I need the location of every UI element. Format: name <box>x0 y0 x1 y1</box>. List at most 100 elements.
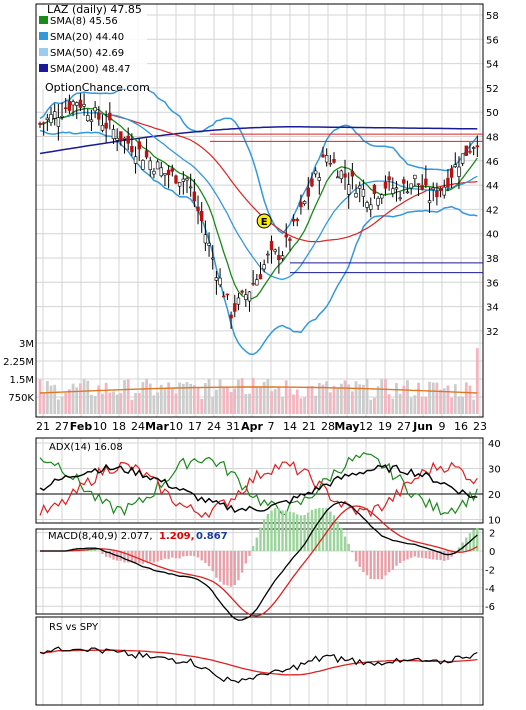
volume-bar <box>252 378 255 414</box>
adx-tick-label: 10 <box>488 516 501 527</box>
volume-bar <box>130 400 133 414</box>
macd-histogram-bar <box>447 551 449 560</box>
candle-body <box>193 192 196 201</box>
macd-histogram-bar <box>171 551 173 558</box>
candle-body <box>424 179 427 185</box>
date-tick-label: 17 <box>188 420 202 433</box>
candle-body <box>252 283 255 284</box>
candle-body <box>322 155 325 157</box>
macd-histogram-bar <box>164 551 166 559</box>
volume-bar <box>90 395 93 414</box>
candle-body <box>112 129 115 138</box>
candle-body <box>130 146 133 152</box>
candle-body <box>248 292 251 301</box>
candle-body <box>61 116 64 117</box>
candle-body <box>447 178 450 187</box>
volume-bar <box>57 399 60 414</box>
volume-bar <box>42 393 45 414</box>
rs-line <box>40 647 477 683</box>
volume-bar <box>164 388 167 414</box>
volume-bar <box>244 394 247 414</box>
candle-body <box>303 201 306 203</box>
macd-histogram-bar <box>245 551 247 564</box>
candle-body <box>311 179 314 186</box>
macd-tick-label: -2 <box>485 565 495 576</box>
bollinger-lower <box>40 131 477 355</box>
date-tick-label: 21 <box>302 420 316 433</box>
candle-body <box>119 132 122 141</box>
macd-histogram-bar <box>263 519 265 551</box>
candle-body <box>472 147 475 148</box>
volume-bar <box>421 397 424 414</box>
candle-body <box>208 243 211 245</box>
macd-histogram-bar <box>329 511 331 551</box>
candle-body <box>388 177 391 180</box>
candle-body <box>333 159 336 162</box>
volume-bar <box>428 382 431 414</box>
candle-body <box>351 171 354 176</box>
macd-histogram-bar <box>417 551 419 558</box>
macd-histogram-bar <box>314 509 316 551</box>
candle-body <box>42 123 45 124</box>
volume-bar <box>167 382 170 414</box>
macd-histogram-bar <box>208 551 210 566</box>
volume-bar <box>138 393 141 414</box>
price-tick-label: 34 <box>486 303 499 314</box>
macd-histogram-bar <box>406 551 408 560</box>
volume-bar <box>377 386 380 414</box>
macd-tick-label: -4 <box>485 584 495 595</box>
price-tick-label: 42 <box>486 205 499 216</box>
macd-histogram-bar <box>193 551 195 556</box>
macd-histogram-bar <box>428 551 430 559</box>
macd-tick-label: -6 <box>485 602 495 613</box>
date-tick-label: 21 <box>36 420 50 433</box>
volume-bar <box>281 397 284 414</box>
volume-bar <box>255 387 258 414</box>
candle-body <box>156 162 159 169</box>
macd-tick-label: 2 <box>489 529 495 540</box>
candle-body <box>266 254 269 255</box>
volume-bar <box>336 388 339 414</box>
volume-bar <box>186 382 189 414</box>
volume-bar <box>46 381 49 414</box>
volume-bar <box>388 394 391 414</box>
volume-bar <box>101 393 104 414</box>
candle-body <box>241 291 244 292</box>
volume-bar <box>384 379 387 414</box>
macd-histogram-bar <box>259 528 261 551</box>
volume-bar <box>369 400 372 414</box>
candle-body <box>134 157 137 164</box>
candle-body <box>116 138 119 140</box>
macd-histogram-bar <box>101 551 103 554</box>
volume-bar <box>145 379 148 414</box>
volume-tick-label: 1.5M <box>9 375 34 386</box>
candle-body <box>64 108 67 109</box>
candle-body <box>153 171 156 174</box>
candle-body <box>329 163 332 164</box>
sma8-line <box>40 108 477 299</box>
volume-bar <box>325 381 328 414</box>
candle-body <box>164 173 167 175</box>
macd-histogram-bar <box>336 521 338 551</box>
macd-histogram-bar <box>351 551 353 552</box>
date-tick-label: 23 <box>473 420 487 433</box>
volume-bar <box>355 381 358 414</box>
candle-body <box>347 185 350 195</box>
volume-bar <box>53 385 56 414</box>
price-tick-label: 32 <box>486 327 499 338</box>
volume-bar <box>226 388 229 414</box>
candle-body <box>233 304 236 312</box>
candle-body <box>167 170 170 175</box>
candle-body <box>318 178 321 181</box>
volume-bar <box>83 379 86 414</box>
candle-body <box>358 186 361 189</box>
macd-histogram-bar <box>142 551 144 564</box>
candle-body <box>402 180 405 184</box>
volume-bar <box>417 383 420 414</box>
candle-body <box>197 207 200 211</box>
macd-histogram-bar <box>340 528 342 551</box>
date-tick-label: 19 <box>378 420 392 433</box>
date-tick-label: 16 <box>454 420 468 433</box>
macd-histogram-bar <box>175 551 177 558</box>
volume-bar <box>171 388 174 414</box>
